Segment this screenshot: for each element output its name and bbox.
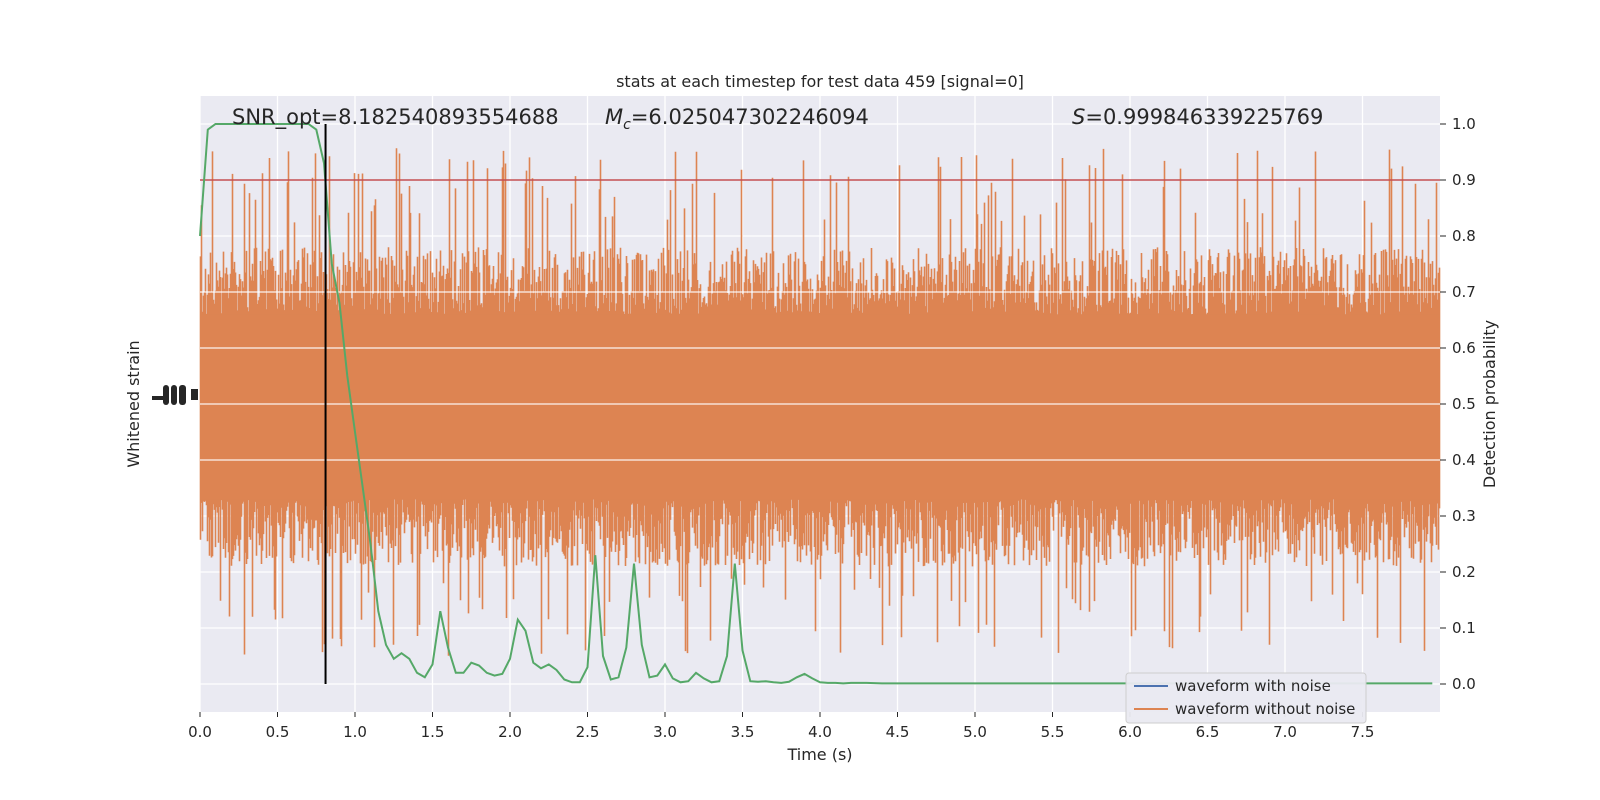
y-tick-label: 0.2	[1452, 563, 1476, 581]
x-tick-label: 6.0	[1118, 723, 1142, 741]
left-axis-overlapping-ticks	[152, 385, 198, 405]
y-tick-label: 0.6	[1452, 339, 1476, 357]
detection-probability-line	[199, 123, 1433, 685]
x-tick-label: 7.5	[1351, 723, 1375, 741]
y-tick-label: 0.7	[1452, 283, 1476, 301]
snr-annotation: SNR_opt=8.182540893554688	[232, 105, 559, 130]
legend-label-noise: waveform with noise	[1175, 677, 1331, 695]
legend: waveform with noise waveform without noi…	[1125, 672, 1367, 724]
left-axis-label: Whitened strain	[124, 340, 143, 467]
chirp-mass-annotation: Mc=6.025047302246094	[605, 105, 869, 133]
tick-labels: 0.0 0.5 1.0 1.5 2.0 2.5 3.0 3.5 4.0 4.5 5.0 5.5 6.0 6…	[188, 115, 1476, 741]
x-tick-label: 7.0	[1273, 723, 1297, 741]
legend-box	[1125, 672, 1367, 724]
x-tick-label: 1.5	[421, 723, 445, 741]
y-tick-label: 0.1	[1452, 619, 1476, 637]
x-tick-label: 0.0	[188, 723, 212, 741]
x-tick-label: 3.0	[653, 723, 677, 741]
strain-core-band	[200, 314, 1440, 500]
probability-layer	[199, 123, 1440, 685]
y-tick-label: 0.3	[1452, 507, 1476, 525]
x-tick-label: 5.0	[963, 723, 987, 741]
x-axis-label: Time (s)	[786, 745, 852, 764]
y-tick-label: 0.5	[1452, 395, 1476, 413]
x-tick-label: 1.0	[343, 723, 367, 741]
x-tick-label: 6.5	[1196, 723, 1220, 741]
y-tick-label: 0.4	[1452, 451, 1476, 469]
x-tick-label: 3.5	[731, 723, 755, 741]
right-axis-label: Detection probability	[1480, 320, 1499, 488]
y-tick-label: 0.0	[1452, 675, 1476, 693]
score-annotation: S=0.999846339225769	[1072, 105, 1323, 129]
y-tick-label: 1.0	[1452, 115, 1476, 133]
legend-label-clean: waveform without noise	[1175, 700, 1355, 718]
y-tick-label: 0.8	[1452, 227, 1476, 245]
x-tick-label: 4.0	[808, 723, 832, 741]
x-tick-label: 2.0	[498, 723, 522, 741]
chart-title: stats at each timestep for test data 459…	[616, 72, 1024, 91]
strain-waveform	[199, 148, 1441, 656]
x-tick-label: 5.5	[1041, 723, 1065, 741]
y-tick-label: 0.9	[1452, 171, 1476, 189]
x-tick-label: 0.5	[266, 723, 290, 741]
x-tick-label: 4.5	[886, 723, 910, 741]
x-tick-label: 2.5	[576, 723, 600, 741]
